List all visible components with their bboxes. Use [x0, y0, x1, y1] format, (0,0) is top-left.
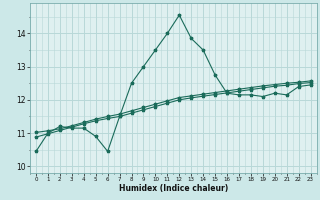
- X-axis label: Humidex (Indice chaleur): Humidex (Indice chaleur): [119, 184, 228, 193]
